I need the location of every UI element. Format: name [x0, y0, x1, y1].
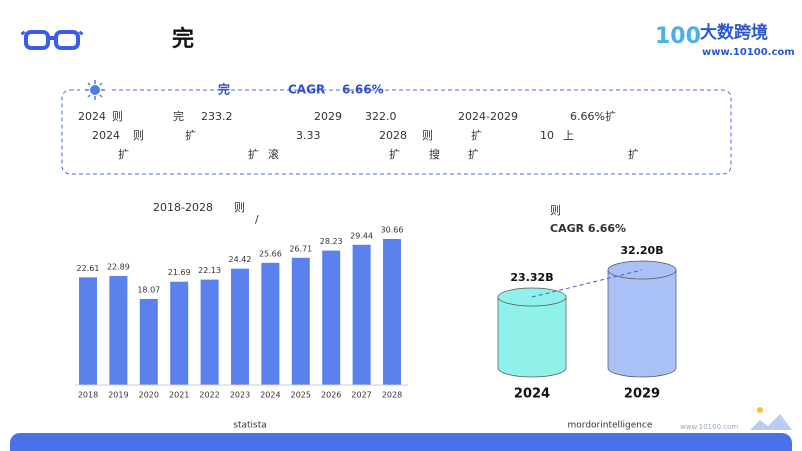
- sun-icon: [80, 80, 110, 100]
- bar: [200, 279, 219, 385]
- chart-title: 则: [550, 204, 561, 217]
- summary-heading: 6.66%: [342, 83, 384, 97]
- x-tick-label: 2025: [291, 391, 311, 400]
- data-label: 21.69: [168, 268, 191, 277]
- bar: [322, 250, 341, 385]
- cylinder: [497, 296, 567, 378]
- summary-text: 233.2: [201, 110, 233, 123]
- data-label: 24.42: [229, 255, 252, 264]
- logo: 100: [655, 24, 701, 49]
- data-label: 29.44: [350, 231, 373, 240]
- data-label: 25.66: [259, 249, 282, 258]
- data-label: 22.61: [77, 264, 100, 273]
- summary-text: 扩: [248, 147, 259, 161]
- summary-text: 上: [563, 129, 574, 142]
- bar: [291, 257, 310, 385]
- summary-text: 则: [133, 129, 144, 142]
- data-label: 28.23: [320, 237, 343, 246]
- summary-text: 6.66%扩: [570, 109, 616, 123]
- bar: [261, 262, 280, 385]
- bar: [383, 239, 401, 385]
- corner-deco: [750, 407, 792, 430]
- chart-subtitle: /: [255, 213, 259, 226]
- chart-subtitle: CAGR 6.66%: [550, 222, 626, 235]
- summary-text: 滚: [268, 147, 279, 161]
- x-tick-label: 2023: [230, 391, 250, 400]
- data-label: 18.07: [137, 285, 160, 294]
- x-tick-label: 2028: [382, 391, 402, 400]
- summary-text: 扩: [628, 147, 639, 161]
- summary-text: 2024: [78, 110, 106, 123]
- glasses-icon: [20, 30, 84, 50]
- x-tick-label: 2027: [351, 391, 371, 400]
- summary-text: 扩: [185, 128, 196, 142]
- summary-heading: CAGR: [288, 83, 325, 97]
- data-label: 32.20B: [620, 244, 663, 257]
- watermark: www.10100.com: [680, 423, 738, 431]
- bar: [79, 277, 97, 385]
- summary-text: 扩: [118, 147, 129, 161]
- summary-text: 2024-2029: [458, 110, 518, 123]
- brand-url: www.10100.com: [702, 47, 795, 58]
- category-label: 2024: [514, 387, 550, 402]
- summary-text: 3.33: [296, 129, 321, 142]
- x-tick-label: 2019: [108, 391, 128, 400]
- summary-text: 扩: [468, 147, 479, 161]
- bar: [139, 298, 158, 385]
- summary-text: 则: [422, 129, 433, 142]
- brand: 大数跨境: [700, 22, 768, 43]
- summary-box: [61, 89, 732, 175]
- chart-title: 2018-2028: [153, 201, 213, 214]
- bar: [231, 268, 249, 385]
- summary-text: 2028: [379, 129, 407, 142]
- x-tick-label: 2026: [321, 391, 341, 400]
- bar: [352, 244, 371, 385]
- summary-heading: 完: [218, 82, 230, 97]
- bar: [109, 276, 128, 385]
- cylinder: [607, 269, 677, 378]
- chart-title: 则: [234, 201, 245, 214]
- data-label: 23.32B: [510, 271, 553, 284]
- x-tick-label: 2021: [169, 391, 189, 400]
- data-label: 26.71: [289, 244, 312, 253]
- data-label: 30.66: [381, 226, 404, 235]
- x-tick-label: 2020: [139, 391, 159, 400]
- bar: [170, 281, 189, 385]
- summary-text: 扩: [389, 147, 400, 161]
- category-label: 2029: [624, 387, 660, 402]
- x-tick-label: 2022: [199, 391, 219, 400]
- data-label: 22.13: [198, 266, 221, 275]
- summary-text: 扩: [471, 128, 482, 142]
- summary-text: 2029: [314, 110, 342, 123]
- svg-text:100: 100: [655, 24, 701, 49]
- summary-text: 10: [540, 129, 554, 142]
- chart-source: mordorintelligence: [568, 421, 653, 431]
- chart-source: statista: [233, 421, 267, 431]
- x-tick-label: 2018: [78, 391, 98, 400]
- footer-bar: [10, 433, 792, 451]
- data-label: 22.89: [107, 263, 130, 272]
- summary-text: 则: [112, 110, 123, 123]
- trend-line: [531, 269, 643, 298]
- summary-text: 搜: [429, 147, 440, 161]
- summary-text: 2024: [92, 129, 120, 142]
- summary-text: 322.0: [365, 110, 397, 123]
- summary-text: 完: [173, 109, 184, 123]
- x-tick-label: 2024: [260, 391, 280, 400]
- slide-title: 完: [172, 26, 194, 52]
